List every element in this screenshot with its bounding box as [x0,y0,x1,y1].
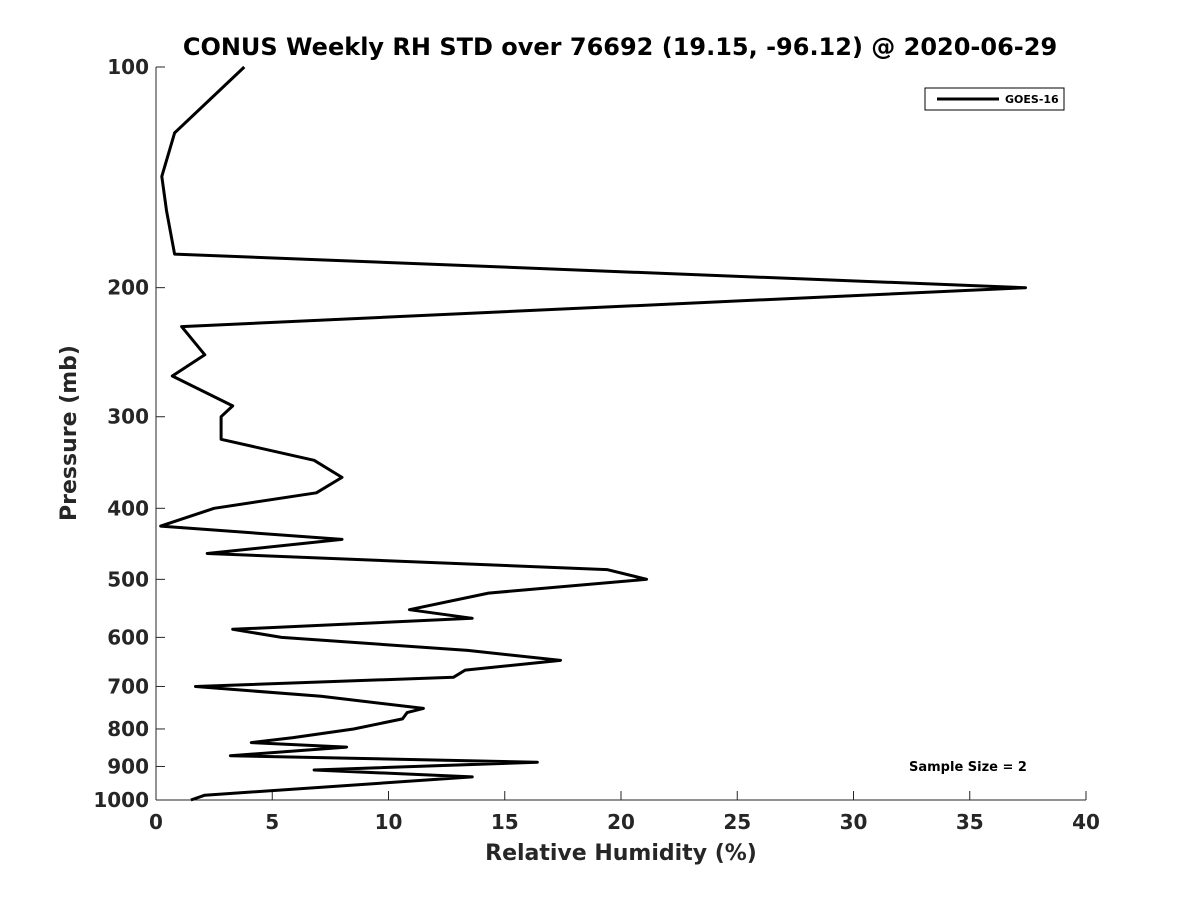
x-tick-label: 15 [491,810,519,834]
x-tick-label: 35 [956,810,984,834]
x-tick-label: 40 [1072,810,1100,834]
x-tick-label: 20 [607,810,635,834]
legend: GOES-16 [924,87,1065,111]
y-axis-label: Pressure (mb) [57,345,82,521]
y-tick-label: 900 [107,754,149,778]
y-tick-label: 1000 [93,788,149,812]
x-tick-label: 10 [375,810,403,834]
x-axis-label: Relative Humidity (%) [485,841,757,866]
y-tick-label: 300 [107,405,149,429]
axes [155,67,1086,801]
y-tick-label: 200 [107,276,149,300]
chart-title: CONUS Weekly RH STD over 76692 (19.15, -… [183,33,1057,61]
x-tick-label: 30 [840,810,868,834]
y-tick-label: 100 [107,55,149,79]
y-tick-label: 600 [107,625,149,649]
series-group [159,65,1027,802]
x-tick-label: 25 [723,810,751,834]
y-tick-label: 500 [107,567,149,591]
x-tick-label: 5 [265,810,279,834]
x-tick-label: 0 [149,810,163,834]
y-tick-label: 700 [107,674,149,698]
series-line-goes-16 [159,65,1027,802]
x-ticks: 0 5 10 15 20 25 30 35 40 [149,791,1100,834]
y-tick-label: 800 [107,717,149,741]
y-tick-label: 400 [107,496,149,520]
sample-size-annotation: Sample Size = 2 [909,760,1027,775]
y-ticks: 100 200 300 400 500 600 700 800 900 1000 [93,55,165,812]
legend-label-goes-16: GOES-16 [1005,93,1059,106]
